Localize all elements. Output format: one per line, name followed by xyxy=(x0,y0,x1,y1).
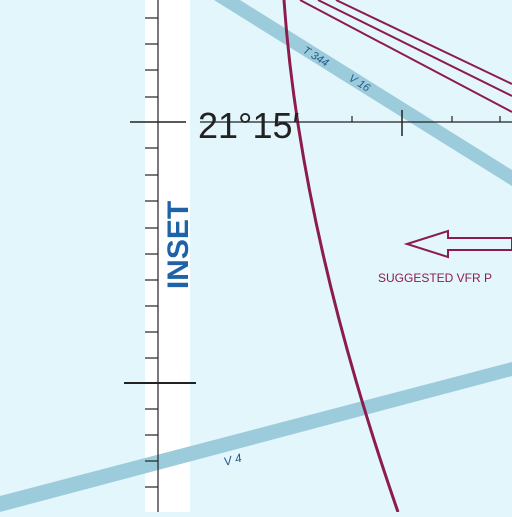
route-line-2 xyxy=(317,0,512,97)
airway-label-v4: V 4 xyxy=(222,451,243,469)
route-line-1 xyxy=(299,0,512,113)
route-line-3 xyxy=(335,0,512,85)
left-arrow-icon xyxy=(403,229,512,259)
airway-v4 xyxy=(0,362,512,512)
latitude-ticks xyxy=(351,110,501,136)
inset-label: INSET xyxy=(162,201,195,289)
vfr-route-label: SUGGESTED VFR P xyxy=(378,271,492,285)
route-boundary-curve xyxy=(282,0,400,513)
latitude-label: 21°15′ xyxy=(198,105,299,146)
inset-neatline xyxy=(145,0,190,512)
scale-ticks xyxy=(124,17,196,488)
